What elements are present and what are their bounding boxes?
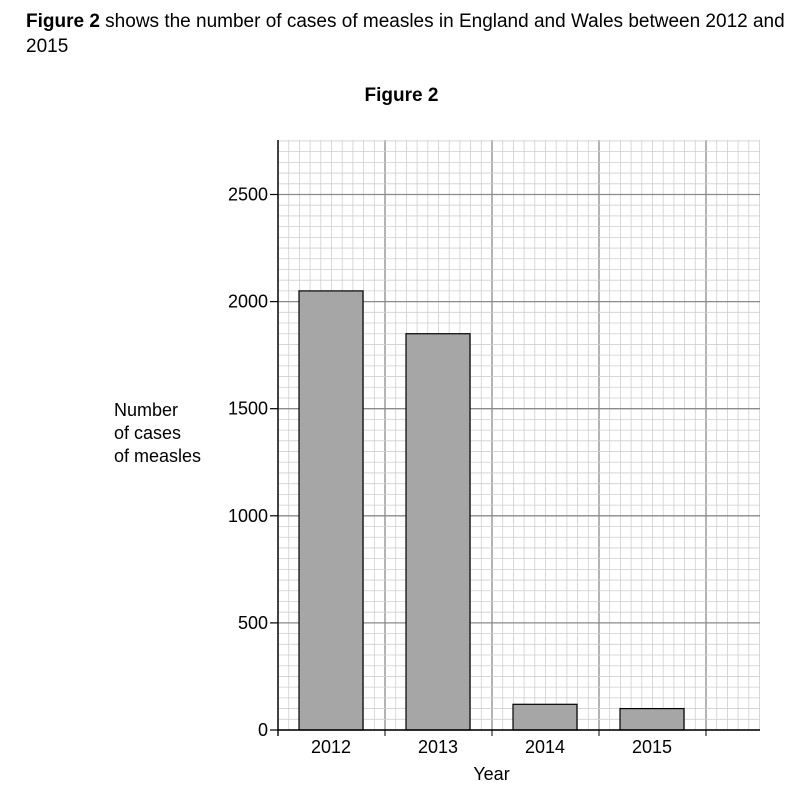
chart-title: Figure 2	[364, 85, 439, 106]
y-axis-label: Number of cases of measles	[114, 399, 201, 468]
y-tick-label: 500	[238, 613, 268, 633]
x-tick-label: 2013	[418, 737, 458, 757]
bar	[619, 707, 685, 731]
x-tick-label: 2014	[525, 737, 565, 757]
x-tick-label: 2012	[311, 737, 351, 757]
intro-figure-ref: Figure 2	[26, 11, 100, 32]
y-tick-label: 1500	[228, 399, 268, 419]
x-axis-label: Year	[473, 764, 509, 784]
y-tick-label: 2000	[228, 292, 268, 312]
intro-description: shows the number of cases of measles in …	[26, 11, 785, 57]
y-tick-label: 1000	[228, 506, 268, 526]
y-axis-label-line: of cases	[114, 423, 182, 443]
bar	[405, 333, 471, 731]
bar	[512, 703, 578, 731]
chart-labels: 2012 2013 2014 2015 0 500 1000 1500 2000 2500 Year	[228, 185, 672, 785]
chart-axes	[270, 140, 760, 736]
chart-bars	[298, 290, 685, 731]
x-tick-label: 2015	[632, 737, 672, 757]
y-tick-label: 2500	[228, 185, 268, 205]
y-axis-label-line: of measles	[114, 446, 202, 466]
bar	[298, 290, 364, 731]
y-axis-label-line: Number	[114, 400, 179, 420]
y-tick-label: 0	[258, 720, 268, 740]
intro-text: Figure 2 shows the number of cases of me…	[26, 9, 796, 59]
